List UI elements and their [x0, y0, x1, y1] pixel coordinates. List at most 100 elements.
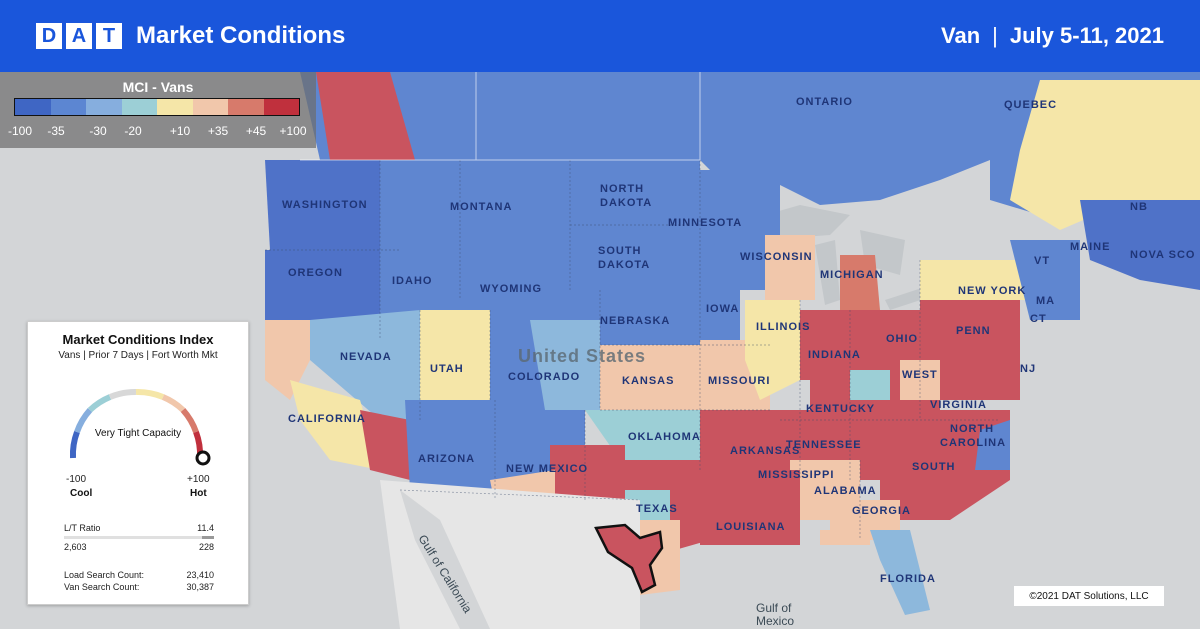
logo-letter-t: T — [96, 23, 122, 49]
label-quebec: QUEBEC — [1004, 99, 1057, 111]
mci-legend: MCI - Vans -100 -35 -30 -20 +10 +35 +45 … — [0, 72, 316, 148]
label-kentucky: KENTUCKY — [806, 403, 875, 415]
gulf-of-california — [400, 490, 490, 629]
region-washington — [265, 160, 400, 250]
legend-swatch — [86, 99, 122, 115]
loads-value: 2,603 — [64, 542, 87, 552]
label-gulf-of-mexico-1: Gulf of — [756, 601, 792, 615]
state-borders — [265, 160, 1000, 540]
region-florida — [870, 530, 930, 615]
header-bar: D A T Market Conditions Van | July 5-11,… — [0, 0, 1200, 72]
card-subtitle: Vans | Prior 7 Days | Fort Worth Mkt — [58, 350, 218, 361]
van-search-value: 30,387 — [186, 582, 214, 592]
gauge-max-label: +100 — [187, 474, 210, 485]
logo-letter-a: A — [66, 23, 92, 49]
label-missouri: MISSOURI — [708, 375, 770, 387]
legend-tick: -20 — [124, 124, 142, 138]
label-california: CALIFORNIA — [288, 413, 366, 425]
region-mexico — [380, 480, 640, 629]
equipment-type: Van — [941, 23, 981, 48]
region-kansas — [600, 345, 710, 410]
label-arizona: ARIZONA — [418, 453, 475, 465]
trucks-value: 228 — [198, 542, 214, 552]
market-conditions-card: Market Conditions Index Vans | Prior 7 D… — [27, 321, 249, 605]
label-ohio: OHIO — [886, 333, 918, 345]
region-indiana — [800, 310, 850, 380]
mci-gauge — [69, 388, 211, 466]
region-arizona — [405, 400, 495, 490]
load-search-value: 23,410 — [186, 570, 214, 580]
region-new-england — [1010, 240, 1080, 320]
label-ontario: ONTARIO — [796, 96, 853, 108]
region-colorado-light — [530, 320, 600, 410]
label-colorado: COLORADO — [508, 371, 580, 383]
load-search-label: Load Search Count: — [64, 570, 145, 580]
region-quebec-south — [1010, 80, 1200, 230]
gauge-segment — [74, 407, 93, 434]
label-oregon: OREGON — [288, 267, 343, 279]
label-gulf-of-mexico-2: Mexico — [756, 614, 794, 628]
legend-color-scale — [14, 98, 300, 116]
region-florida-panhandle — [820, 530, 870, 545]
gauge-segment — [180, 407, 199, 434]
label-wisconsin: WISCONSIN — [740, 251, 813, 263]
label-virginia: VIRGINIA — [930, 399, 987, 411]
gauge-hot-label: Hot — [190, 488, 207, 499]
legend-tick: +10 — [169, 124, 191, 138]
header-meta: Van | July 5-11, 2021 — [941, 23, 1164, 49]
label-montana: MONTANA — [450, 201, 512, 213]
label-nj: NJ — [1020, 363, 1036, 375]
label-alabama: ALABAMA — [814, 485, 877, 497]
label-maine: MAINE — [1070, 241, 1110, 253]
region-maritimes — [1080, 200, 1200, 290]
gauge-segment — [108, 388, 137, 400]
region-bc-coast — [316, 72, 415, 160]
region-michigan — [840, 255, 880, 310]
legend-tick: -35 — [47, 124, 65, 138]
legend-ticks: -100 -35 -30 -20 +10 +35 +45 +100 — [0, 124, 316, 140]
gauge-min-label: -100 — [66, 474, 87, 485]
van-search-row: Van Search Count: 30,387 — [64, 582, 214, 592]
legend-title: MCI - Vans — [122, 79, 194, 95]
legend-tick: +45 — [245, 124, 267, 138]
region-illinois — [745, 300, 800, 400]
label-south-carolina: SOUTH — [912, 461, 956, 473]
lt-ratio-label: L/T Ratio — [64, 523, 101, 533]
legend-tick: +100 — [279, 124, 307, 138]
gauge-segment — [135, 388, 165, 400]
legend-swatch — [15, 99, 51, 115]
label-minnesota: MINNESOTA — [668, 217, 742, 229]
dat-logo: D A T — [36, 23, 122, 49]
label-arkansas: ARKANSAS — [730, 445, 800, 457]
label-nevada: NEVADA — [340, 351, 392, 363]
region-oregon — [265, 250, 380, 320]
card-title: Market Conditions Index — [62, 332, 214, 347]
gauge-segment — [87, 394, 112, 413]
label-vt: VT — [1034, 255, 1050, 267]
label-penn: PENN — [956, 325, 991, 337]
label-new-york: NEW YORK — [958, 285, 1026, 297]
label-louisiana: LOUISIANA — [716, 521, 786, 533]
label-north-dakota-2: DAKOTA — [600, 197, 652, 209]
label-north-carolina-2: CAROLINA — [940, 437, 1006, 449]
fort-worth-market-outline — [594, 523, 664, 594]
region-california — [290, 380, 380, 470]
label-south-dakota-1: SOUTH — [598, 245, 642, 257]
legend-tick: +35 — [207, 124, 229, 138]
region-wisconsin — [765, 235, 815, 300]
gauge-segment — [69, 430, 80, 459]
label-new-mexico: NEW MEXICO — [506, 463, 588, 475]
label-illinois: ILLINOIS — [756, 321, 810, 333]
label-florida: FLORIDA — [880, 573, 936, 585]
region-minnesota-wi — [690, 170, 780, 290]
gauge-segment — [161, 394, 186, 413]
region-nevada — [310, 310, 420, 420]
label-south-dakota-2: DAKOTA — [598, 259, 650, 271]
label-ct: CT — [1030, 313, 1047, 325]
label-kansas: KANSAS — [622, 375, 674, 387]
label-oklahoma: OKLAHOMA — [628, 431, 701, 443]
region-penn-east — [920, 300, 1020, 400]
label-nb: NB — [1130, 201, 1148, 213]
gauge-pointer — [195, 450, 211, 466]
